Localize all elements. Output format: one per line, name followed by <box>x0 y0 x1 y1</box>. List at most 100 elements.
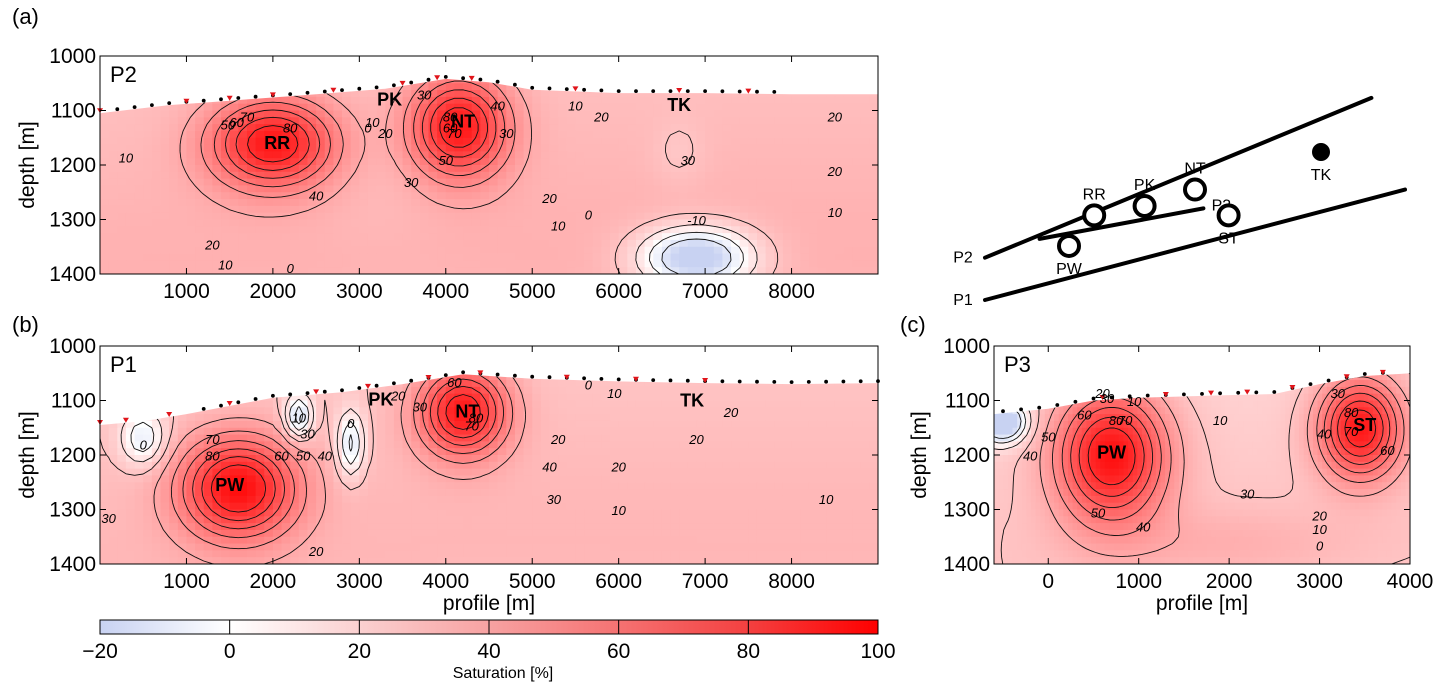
saturation-cell <box>402 246 412 255</box>
saturation-cell <box>687 414 698 422</box>
saturation-cell <box>644 137 654 146</box>
saturation-cell <box>584 103 594 112</box>
saturation-cell <box>411 407 421 415</box>
saturation-cell <box>385 455 395 463</box>
saturation-cell <box>324 441 334 449</box>
saturation-cell <box>860 468 870 477</box>
saturation-cell <box>584 96 594 105</box>
saturation-cell <box>169 178 179 187</box>
saturation-cell <box>523 441 533 449</box>
saturation-cell <box>549 124 559 132</box>
saturation-cell <box>177 178 188 187</box>
saturation-cell <box>290 407 300 415</box>
saturation-cell <box>411 448 421 456</box>
saturation-cell <box>402 260 412 268</box>
saturation-cell <box>350 393 360 402</box>
saturation-cell <box>255 489 265 497</box>
saturation-cell <box>221 253 231 261</box>
saturation-cell <box>108 130 118 139</box>
saturation-cell <box>221 226 231 234</box>
saturation-cell <box>808 393 819 402</box>
saturation-cell <box>731 407 741 415</box>
saturation-cell <box>705 96 715 105</box>
saturation-cell <box>687 260 698 268</box>
saturation-cell <box>869 380 878 388</box>
saturation-cell <box>290 130 300 139</box>
saturation-cell <box>584 110 594 118</box>
saturation-cell <box>852 205 862 214</box>
saturation-cell <box>480 267 490 274</box>
saturation-cell <box>592 267 602 274</box>
saturation-cell <box>393 246 404 255</box>
saturation-cell <box>489 414 499 422</box>
saturation-cell <box>601 455 611 463</box>
saturation-cell <box>272 192 283 200</box>
saturation-cell <box>558 434 568 442</box>
saturation-cell <box>532 165 542 173</box>
saturation-cell <box>393 110 404 118</box>
saturation-cell <box>100 441 110 449</box>
saturation-cell <box>869 192 878 200</box>
saturation-cell <box>800 400 810 408</box>
saturation-cell <box>480 489 490 497</box>
saturation-cell <box>342 253 352 261</box>
saturation-cell <box>765 103 775 112</box>
saturation-cell <box>549 434 559 442</box>
saturation-cell <box>367 178 378 187</box>
saturation-cell <box>402 117 412 125</box>
saturation-cell <box>324 90 334 98</box>
saturation-cell <box>497 158 507 166</box>
saturation-cell <box>661 96 672 105</box>
saturation-cell <box>774 130 784 139</box>
saturation-cell <box>549 226 559 234</box>
saturation-cell <box>333 226 343 234</box>
saturation-cell <box>869 427 878 436</box>
saturation-cell <box>203 205 213 214</box>
saturation-cell <box>506 110 516 118</box>
saturation-cell <box>532 441 542 449</box>
saturation-cell <box>540 124 551 132</box>
saturation-cell <box>532 185 542 193</box>
saturation-cell <box>281 205 291 214</box>
saturation-cell <box>428 400 438 408</box>
saturation-cell <box>177 171 188 180</box>
saturation-cell <box>601 386 611 395</box>
saturation-cell <box>592 103 602 112</box>
saturation-cell <box>177 461 188 470</box>
saturation-cell <box>229 441 239 449</box>
saturation-cell <box>627 144 637 152</box>
saturation-cell <box>324 461 334 470</box>
saturation-cell <box>782 455 793 463</box>
saturation-cell <box>627 461 637 470</box>
saturation-cell <box>834 137 845 146</box>
saturation-cell <box>618 212 628 221</box>
contour-label: 40 <box>490 99 505 114</box>
saturation-cell <box>419 96 430 105</box>
saturation-cell <box>290 192 300 200</box>
saturation-cell <box>134 233 144 241</box>
saturation-cell <box>523 427 533 436</box>
saturation-cell <box>540 110 551 118</box>
saturation-cell <box>791 239 801 248</box>
saturation-cell <box>480 373 490 381</box>
saturation-cell <box>549 427 559 436</box>
saturation-cell <box>765 489 775 497</box>
saturation-cell <box>506 90 516 98</box>
saturation-cell <box>834 468 845 477</box>
saturation-cell <box>800 414 810 422</box>
saturation-cell <box>169 455 179 463</box>
saturation-cell <box>713 441 723 449</box>
saturation-cell <box>653 400 663 408</box>
saturation-cell <box>203 427 213 436</box>
saturation-cell <box>324 219 334 227</box>
saturation-cell <box>497 124 507 132</box>
saturation-cell <box>212 185 222 193</box>
saturation-cell <box>212 482 222 490</box>
saturation-cell <box>437 212 447 221</box>
saturation-cell <box>402 90 412 98</box>
saturation-cell <box>160 226 170 234</box>
sensor-dot <box>668 89 673 93</box>
saturation-cell <box>454 205 464 214</box>
saturation-cell <box>177 246 188 255</box>
saturation-cell <box>575 90 585 98</box>
